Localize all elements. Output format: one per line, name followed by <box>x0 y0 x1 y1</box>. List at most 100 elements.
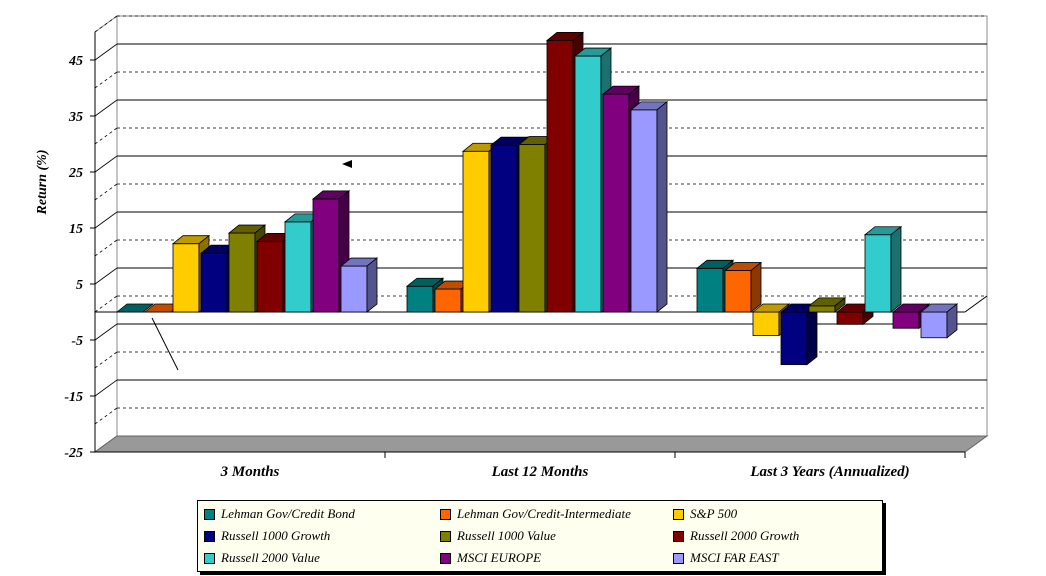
legend-label: MSCI FAR EAST <box>690 550 779 565</box>
legend-label: Lehman Gov/Credit-Intermediate <box>457 506 631 521</box>
legend: Lehman Gov/Credit Bond Lehman Gov/Credit-… <box>197 500 883 572</box>
legend-item: MSCI FAR EAST <box>673 547 873 569</box>
legend-swatch <box>673 530 684 542</box>
legend-item: Lehman Gov/Credit-Intermediate <box>440 503 673 525</box>
bar-front <box>724 270 752 313</box>
gridline-side <box>94 295 118 313</box>
legend-swatch <box>440 530 451 542</box>
bar-front <box>434 288 462 313</box>
bar-msci-far-east <box>629 101 669 313</box>
bar-side <box>806 303 818 366</box>
bar-front <box>574 55 602 313</box>
bar-front <box>284 221 312 313</box>
bar-msci-far-east <box>339 257 379 313</box>
bar-front <box>836 311 864 325</box>
zero-line-side <box>964 295 988 313</box>
legend-swatch <box>204 530 215 542</box>
gridline-side <box>94 15 118 33</box>
y-tick-label: -5 <box>71 334 83 349</box>
bar-front <box>892 311 920 329</box>
bar-front <box>340 265 368 313</box>
legend-swatch <box>204 508 215 520</box>
bar-side <box>750 261 762 313</box>
y-tick-label: -25 <box>64 446 83 461</box>
gridline-side <box>94 211 118 229</box>
legend-swatch <box>440 552 451 564</box>
bar-front <box>696 267 724 313</box>
bar-side <box>834 297 846 313</box>
floor <box>93 435 989 453</box>
bar-front <box>808 305 836 313</box>
gridline-side <box>94 351 118 369</box>
bar-side <box>142 303 154 313</box>
bar-front <box>490 144 518 313</box>
x-category-label: Last 3 Years (Annualized) <box>749 464 909 480</box>
bar-russell-1000-growth <box>199 244 239 313</box>
x-category-label: Last 12 Months <box>491 464 589 480</box>
legend-item: Lehman Gov/Credit Bond <box>204 503 440 525</box>
bar-chart: -25 -15 -5 5 15 25 35 45 Return (%) 3 Months Last … <box>35 15 989 480</box>
bar-front <box>630 109 658 313</box>
bar-msci-far-east <box>919 303 959 339</box>
legend-swatch <box>440 508 451 520</box>
gridline-side <box>94 239 118 257</box>
y-tick-label: 15 <box>69 222 83 237</box>
bar-lehman-gov-credit-bond <box>115 303 155 313</box>
gridline-side <box>94 155 118 173</box>
y-tick-label: 35 <box>68 110 83 125</box>
arrow-marker <box>342 160 352 168</box>
y-tick-label: 5 <box>76 278 83 293</box>
bar-front <box>228 232 256 313</box>
legend-swatch <box>204 552 215 564</box>
bar-russell-2000-value <box>863 225 903 313</box>
y-tick-label: -15 <box>64 390 83 405</box>
bar-s-p-500 <box>461 142 501 313</box>
legend-swatch <box>673 508 684 520</box>
legend-label: Russell 1000 Growth <box>221 528 331 543</box>
bar-front <box>780 311 808 366</box>
bar-front <box>752 311 780 336</box>
gridline-side <box>94 127 118 145</box>
legend-item: Russell 1000 Value <box>440 525 673 547</box>
legend-item: Russell 2000 Value <box>204 547 440 569</box>
y-tick-label: 25 <box>68 166 83 181</box>
gridline-side <box>94 407 118 425</box>
legend-swatch <box>673 552 684 564</box>
gridline-side <box>94 71 118 89</box>
bar-side <box>946 303 958 339</box>
y-tick-label: 45 <box>68 54 83 69</box>
bar-russell-1000-growth <box>779 303 819 366</box>
gridline-side <box>94 183 118 201</box>
legend-label: Russell 1000 Value <box>457 528 556 543</box>
bar-front <box>462 150 490 313</box>
bar-s-p-500 <box>751 303 791 337</box>
gridline-side <box>94 323 118 341</box>
bar-side <box>890 225 902 313</box>
gridline-side <box>94 267 118 285</box>
bar-front <box>406 285 434 313</box>
legend-label: Russell 2000 Growth <box>690 528 800 543</box>
x-category-label: 3 Months <box>220 464 280 480</box>
side-wall <box>94 15 118 453</box>
gridline-side <box>94 43 118 61</box>
bar-front <box>256 241 284 313</box>
bar-front <box>546 40 574 313</box>
legend-label: MSCI EUROPE <box>457 550 542 565</box>
leader-line <box>151 317 179 371</box>
bar-russell-1000-value <box>807 297 847 313</box>
legend-label: S&P 500 <box>690 506 738 521</box>
bar-front <box>602 93 630 313</box>
y-axis-label: Return (%) <box>35 150 50 216</box>
bar-front <box>200 252 228 313</box>
legend-item: Russell 2000 Growth <box>673 525 873 547</box>
gridline-side <box>94 99 118 117</box>
legend-label: Lehman Gov/Credit Bond <box>221 506 355 521</box>
bar-lehman-gov-credit-intermediate <box>723 261 763 313</box>
legend-item: MSCI EUROPE <box>440 547 673 569</box>
bar-side <box>366 257 378 313</box>
gridline-side <box>94 379 118 397</box>
legend-label: Russell 2000 Value <box>221 550 320 565</box>
bar-front <box>312 198 340 313</box>
legend-item: S&P 500 <box>673 503 873 525</box>
bar-side <box>656 101 668 313</box>
